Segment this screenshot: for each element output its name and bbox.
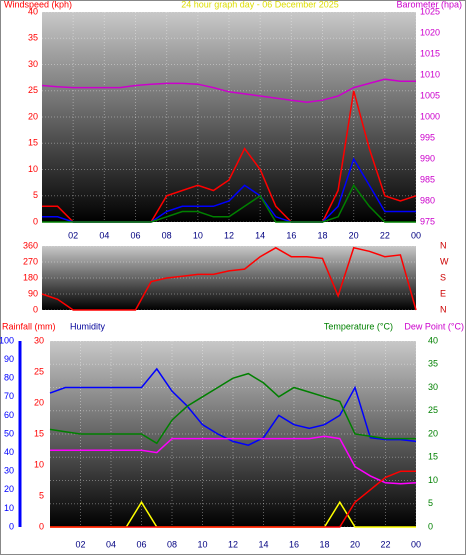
y-tick-label: 30 [34, 335, 44, 345]
y2-tick-label: 985 [420, 174, 435, 184]
y-tick-label: 40 [28, 6, 38, 16]
x-tick-label: 04 [99, 230, 109, 240]
y3-tick-label: 30 [4, 466, 14, 476]
x-tick-label: 00 [411, 230, 421, 240]
y2-tick-label: 990 [420, 153, 435, 163]
y-label: Rainfall (mm) [2, 321, 56, 331]
x-tick-label: 14 [255, 230, 265, 240]
y2-tick-label: 20 [428, 428, 438, 438]
series-line [50, 435, 417, 485]
y2-tick-label: 1015 [420, 48, 440, 58]
y2-tick-label: 35 [428, 359, 438, 369]
y2-tick-label: S [440, 272, 446, 282]
y-tick-label: 20 [34, 397, 44, 407]
y3-tick-label: 80 [4, 373, 14, 383]
y3-tick-label: 40 [4, 447, 14, 457]
y-tick-label: 0 [33, 304, 38, 314]
y-tick-label: 5 [39, 490, 44, 500]
y3-tick-label: 100 [0, 335, 14, 345]
y-tick-label: 15 [28, 138, 38, 148]
y2-tick-label: 15 [428, 452, 438, 462]
y2-label: Dew Point (°C) [404, 321, 464, 331]
y-tick-label: 0 [33, 216, 38, 226]
y2-tick-label: 975 [420, 216, 435, 226]
x-tick-label: 02 [68, 230, 78, 240]
y3-tick-label: 0 [9, 521, 14, 531]
y2-tick-label: 1010 [420, 69, 440, 79]
y2-tick-label: N [440, 240, 447, 250]
x-tick-label: 00 [411, 539, 421, 549]
x-tick-label: 04 [106, 539, 116, 549]
x-tick-label: 06 [136, 539, 146, 549]
y-tick-label: 90 [28, 288, 38, 298]
y-tick-label: 180 [23, 272, 38, 282]
y-label: Windspeed (kph) [4, 0, 72, 9]
y2-tick-label: E [440, 288, 446, 298]
y-tick-label: 0 [39, 521, 44, 531]
x-tick-label: 18 [319, 539, 329, 549]
x-tick-label: 12 [228, 539, 238, 549]
series-line [49, 372, 416, 445]
x-tick-label: 08 [167, 539, 177, 549]
x-tick-label: 02 [75, 539, 85, 549]
y-tick-label: 15 [34, 428, 44, 438]
y2-tick-label: W [440, 256, 449, 266]
y2-tick-label: 5 [428, 498, 433, 508]
y3-tick-label: 10 [4, 503, 14, 513]
y2-tick-label: 1000 [420, 111, 440, 121]
y2-tick-label: 25 [428, 405, 438, 415]
y3-tick-label: 50 [4, 428, 14, 438]
series-line [41, 246, 417, 311]
y3-tick-label: 90 [4, 354, 14, 364]
x-tick-label: 18 [317, 230, 327, 240]
x-tick-label: 12 [224, 230, 234, 240]
y-tick-label: 360 [23, 240, 38, 250]
y3-tick-label: 20 [4, 484, 14, 494]
y3-tick-label: 60 [4, 410, 14, 420]
y2-tick-label: 10 [428, 475, 438, 485]
y-tick-label: 10 [34, 459, 44, 469]
x-tick-label: 06 [130, 230, 140, 240]
y2-tick-label: 995 [420, 132, 435, 142]
y-tick-label: 20 [28, 111, 38, 121]
series-line [50, 470, 416, 528]
y-tick-label: 5 [33, 190, 38, 200]
x-tick-label: 22 [380, 539, 390, 549]
x-tick-label: 16 [289, 539, 299, 549]
y-tick-label: 25 [34, 366, 44, 376]
x-tick-label: 16 [286, 230, 296, 240]
y2-tick-label: 40 [428, 335, 438, 345]
y2-tick-label: N [440, 304, 447, 314]
x-tick-label: 10 [193, 230, 203, 240]
y-tick-label: 30 [28, 59, 38, 69]
y3-tick-label: 70 [4, 391, 14, 401]
y-tick-label: 10 [28, 164, 38, 174]
plot-bg [42, 246, 416, 310]
y-tick-label: 25 [28, 85, 38, 95]
x-tick-label: 08 [162, 230, 172, 240]
y2-tick-label: 1020 [420, 27, 440, 37]
y2-tick-label: 1005 [420, 90, 440, 100]
series-line [42, 183, 416, 223]
x-tick-label: 14 [258, 539, 268, 549]
y2-label: Temperature (°C) [324, 321, 393, 331]
series-line [49, 367, 417, 446]
series-line [41, 78, 416, 104]
y-tick-label: 270 [23, 256, 38, 266]
y-tick-label: 35 [28, 33, 38, 43]
y2-label: Barometer (hpa) [396, 0, 462, 9]
x-tick-label: 10 [197, 539, 207, 549]
x-tick-label: 20 [349, 230, 359, 240]
x-tick-label: 20 [350, 539, 360, 549]
y2-tick-label: 980 [420, 195, 435, 205]
y3-label: Humidity [70, 321, 106, 331]
y2-tick-label: 30 [428, 382, 438, 392]
chart-title: 24 hour graph day - 06 December 2025 [181, 0, 339, 9]
y2-tick-label: 1025 [420, 6, 440, 16]
x-tick-label: 22 [380, 230, 390, 240]
y2-tick-label: 0 [428, 521, 433, 531]
